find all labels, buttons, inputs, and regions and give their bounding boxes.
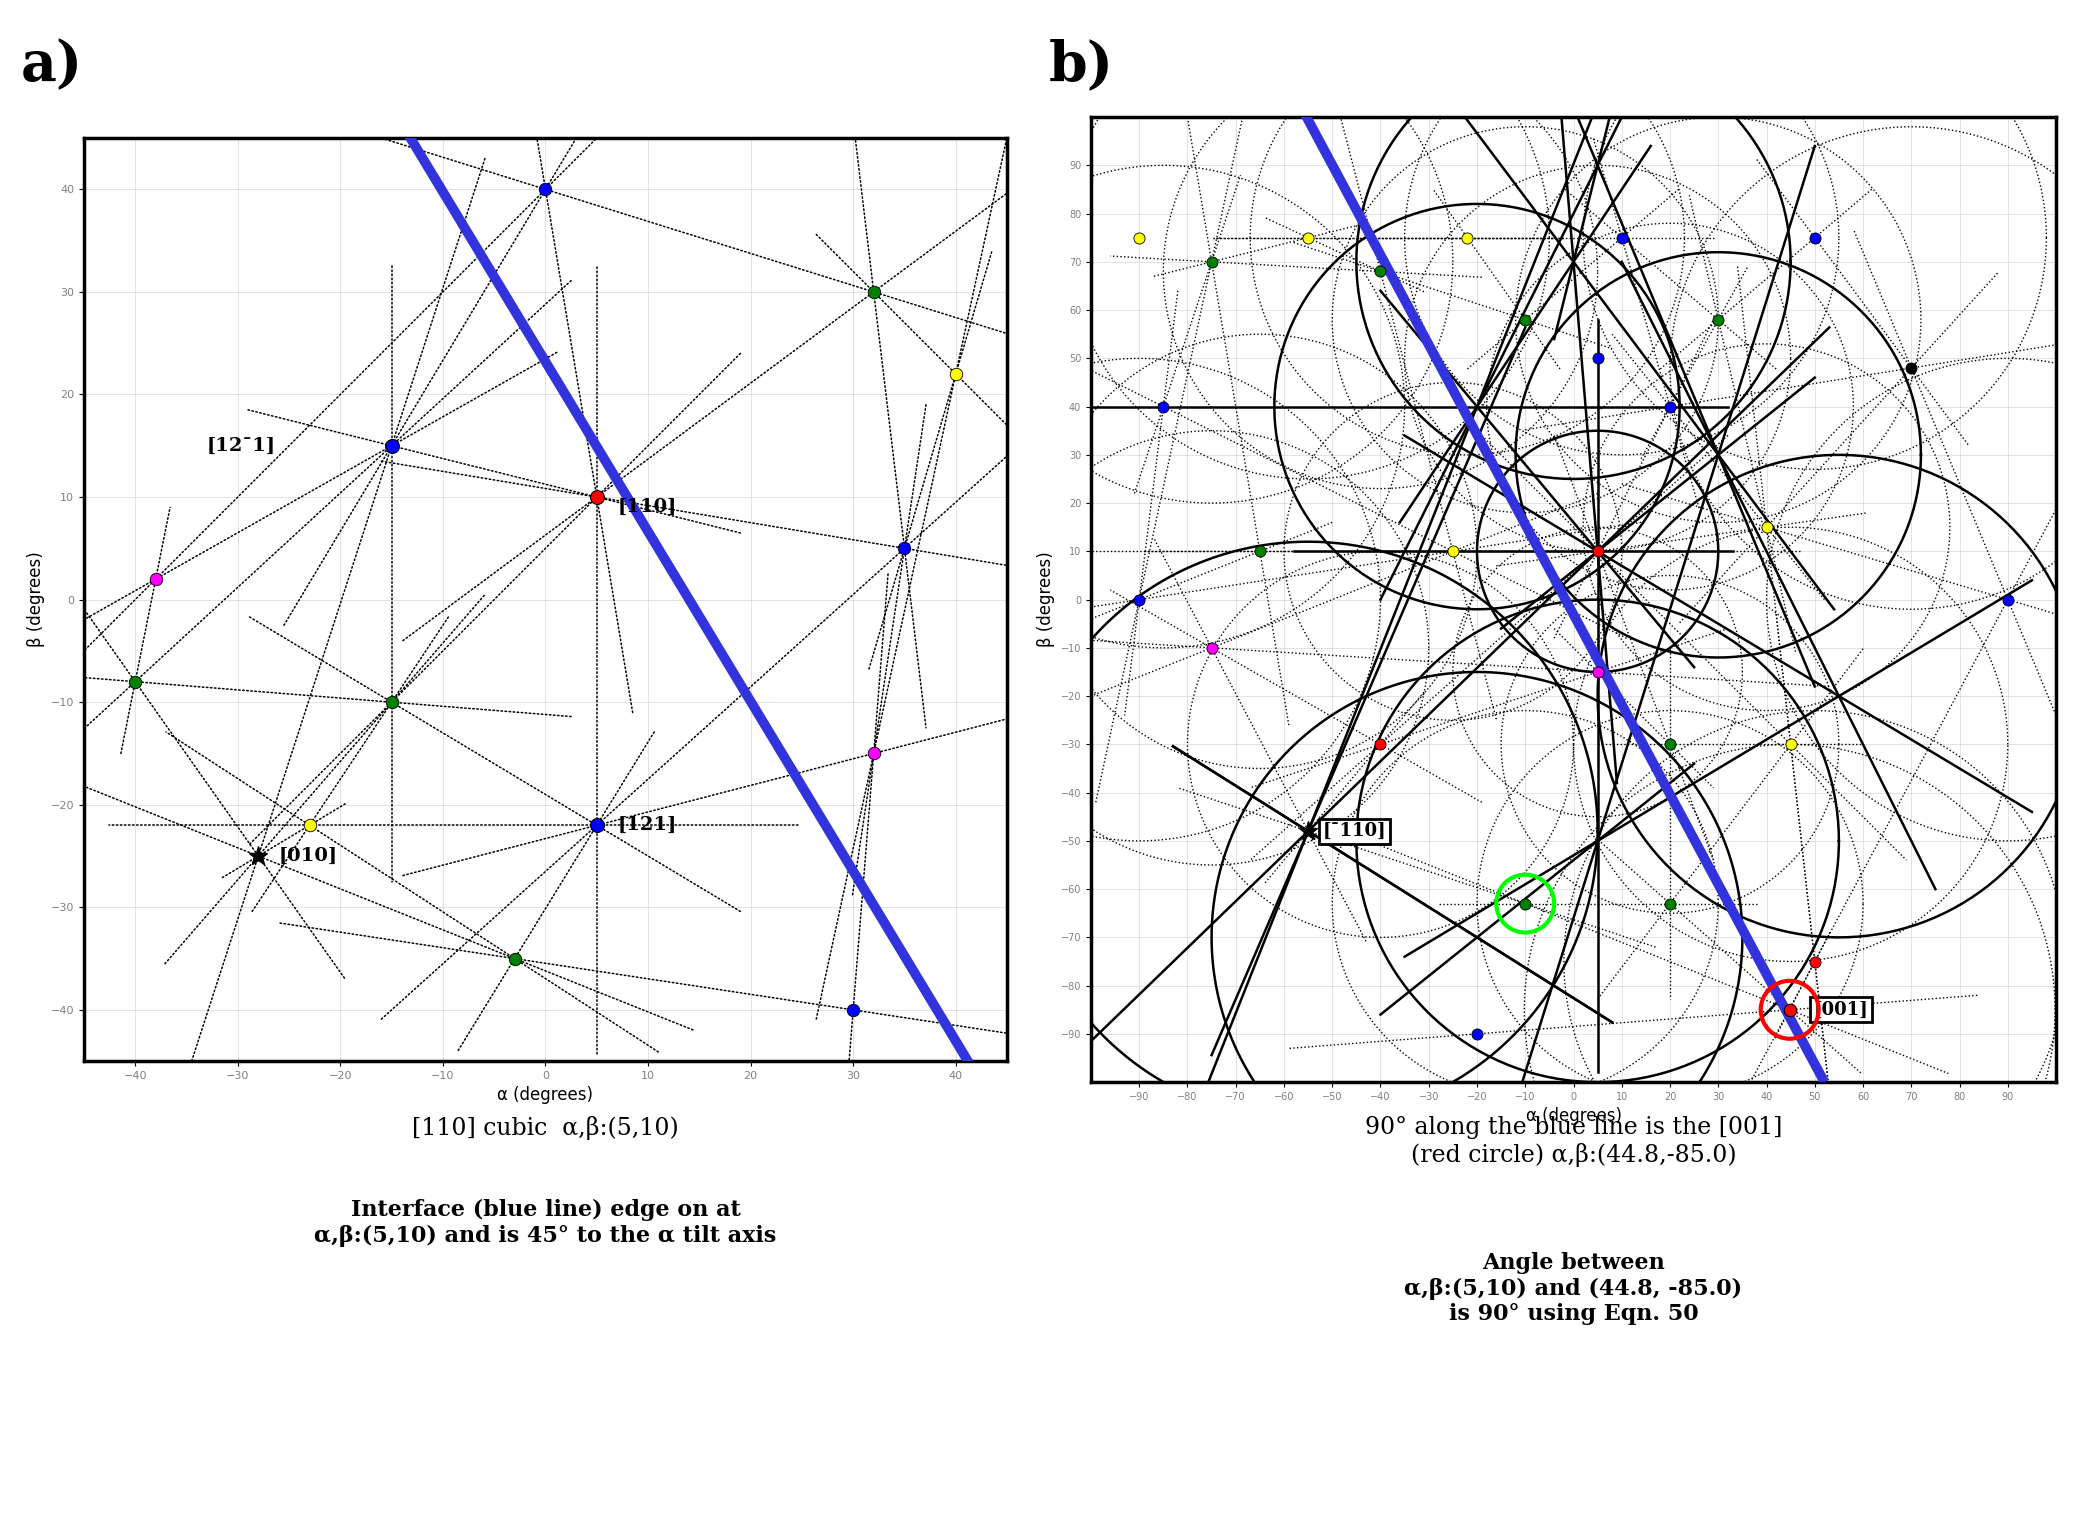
Text: b): b) [1049, 38, 1114, 93]
Text: [12¯1]: [12¯1] [208, 437, 277, 455]
Text: [110] cubic  α,β:(5,10): [110] cubic α,β:(5,10) [411, 1116, 680, 1140]
X-axis label: α (degrees): α (degrees) [1525, 1108, 1622, 1125]
Text: a): a) [21, 38, 84, 93]
Text: [010]: [010] [279, 847, 338, 865]
X-axis label: α (degrees): α (degrees) [497, 1087, 594, 1105]
Text: [¯110]: [¯110] [1322, 823, 1387, 841]
Text: Angle between
α,β:(5,10) and (44.8, -85.0)
is 90° using Eqn. 50: Angle between α,β:(5,10) and (44.8, -85.… [1404, 1252, 1743, 1325]
Text: [110]: [110] [617, 498, 678, 516]
Text: [121]: [121] [617, 817, 678, 835]
Text: [001]: [001] [1815, 1000, 1869, 1019]
Y-axis label: β (degrees): β (degrees) [27, 551, 46, 648]
Y-axis label: β (degrees): β (degrees) [1036, 551, 1055, 648]
Text: 90° along the blue line is the [001]
(red circle) α,β:(44.8,-85.0): 90° along the blue line is the [001] (re… [1366, 1116, 1781, 1166]
Text: Interface (blue line) edge on at
α,β:(5,10) and is 45° to the α tilt axis: Interface (blue line) edge on at α,β:(5,… [315, 1199, 776, 1246]
